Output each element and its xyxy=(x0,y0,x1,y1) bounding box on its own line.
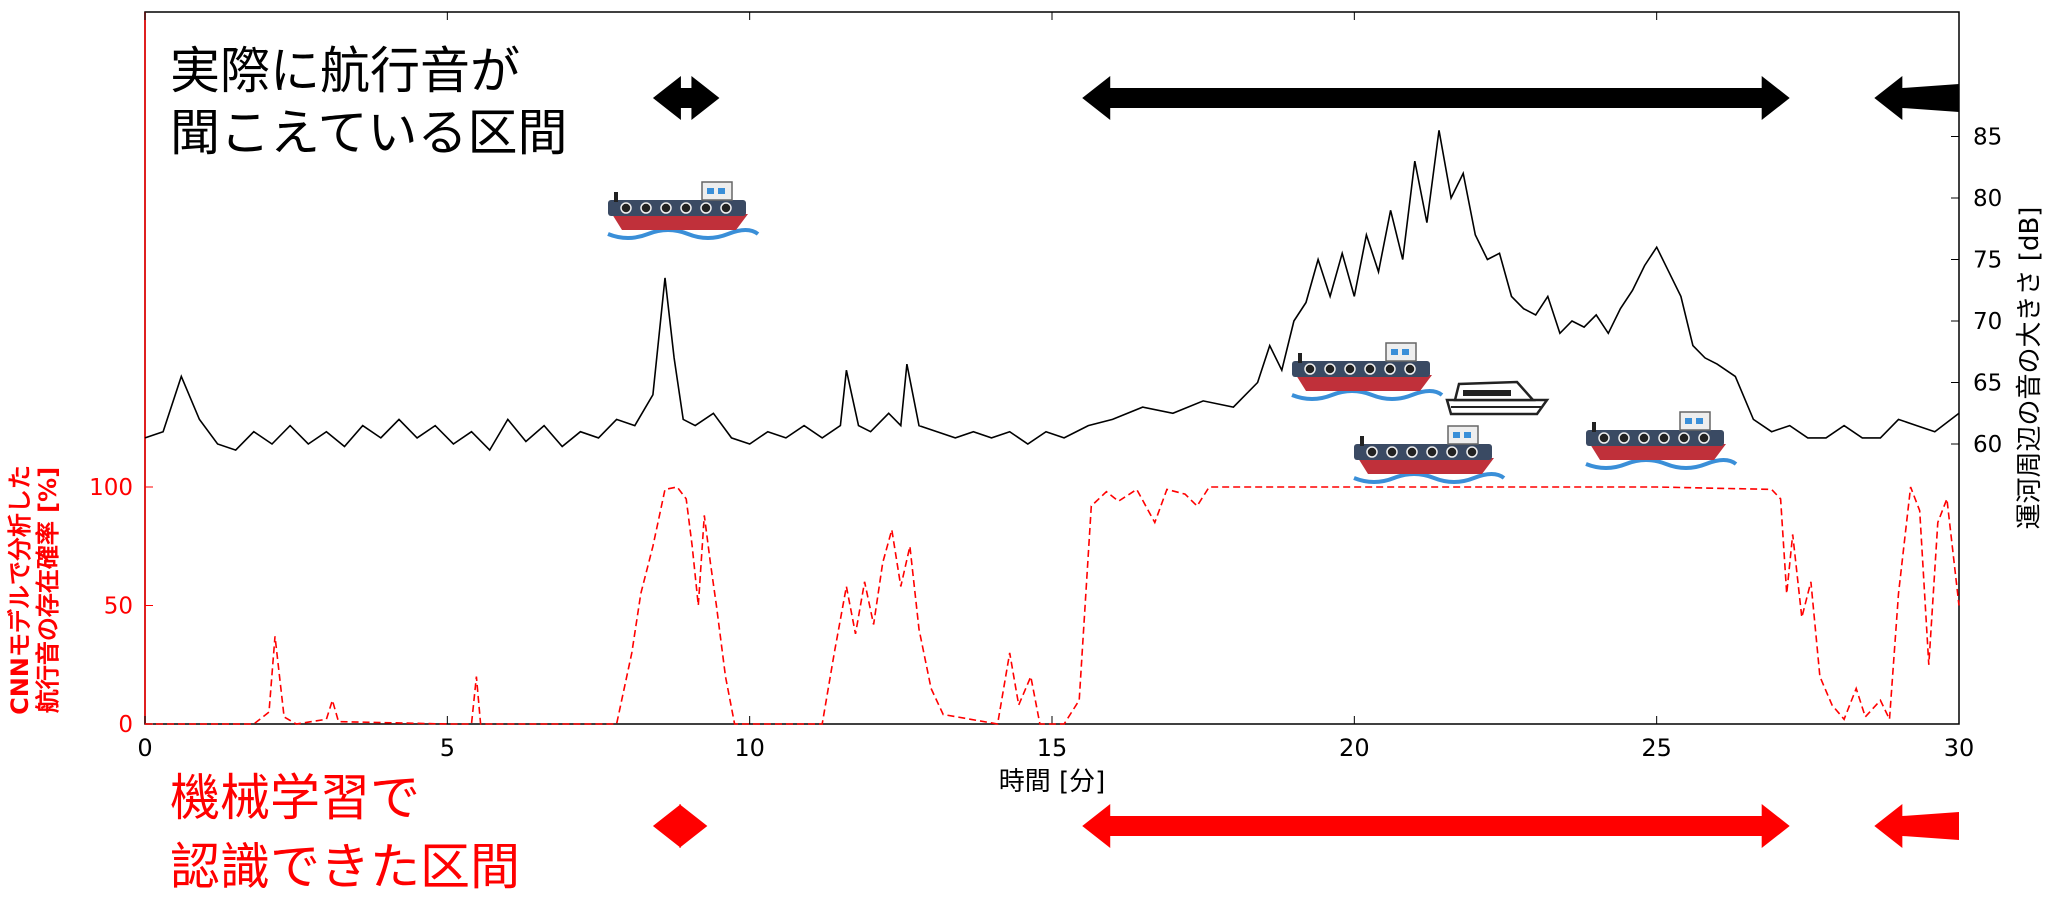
left-axis-label-line1: CNNモデルで分析した xyxy=(6,465,34,715)
right-axis-label: 運河周辺の音の大きさ [dB] xyxy=(2015,207,2045,530)
detected-interval-arrow xyxy=(652,804,708,848)
series-db-line xyxy=(144,130,1960,452)
heard-interval-arrow xyxy=(652,76,720,120)
left-tick-label: 0 xyxy=(118,712,133,738)
x-tick-label: 0 xyxy=(137,734,152,762)
right-tick-label: 75 xyxy=(1973,248,2002,274)
series-probability-line xyxy=(145,486,1960,725)
heard-interval-arrows xyxy=(652,76,1959,120)
detected-interval-arrow xyxy=(1082,804,1790,848)
left-axis-ticks: 0 50 100 xyxy=(89,475,153,738)
right-tick-label: 85 xyxy=(1973,125,2002,151)
right-axis-ticks: 60 65 70 75 80 85 xyxy=(1951,125,2002,458)
heard-interval-arrow xyxy=(1874,76,1959,120)
x-axis-ticks: 0 5 10 15 20 25 30 xyxy=(137,12,1974,762)
right-tick-label: 60 xyxy=(1973,432,2002,458)
left-tick-label: 100 xyxy=(89,475,133,501)
detected-interval-arrow xyxy=(1874,804,1959,848)
heard-interval-arrow xyxy=(1082,76,1790,120)
left-tick-label: 50 xyxy=(104,594,133,620)
left-axis-label-line2: 航行音の存在確率 [%] xyxy=(34,467,62,713)
right-tick-label: 70 xyxy=(1973,309,2002,335)
right-tick-label: 65 xyxy=(1973,371,2002,397)
x-tick-label: 20 xyxy=(1339,734,1370,762)
heard-interval-label-line1: 実際に航行音が xyxy=(170,42,520,100)
x-tick-label: 30 xyxy=(1944,734,1975,762)
x-tick-label: 15 xyxy=(1037,734,1068,762)
x-tick-label: 10 xyxy=(734,734,765,762)
x-axis-label: 時間 [分] xyxy=(999,767,1106,797)
x-tick-label: 5 xyxy=(440,734,455,762)
boat-icon xyxy=(1445,380,1550,416)
detected-interval-label-line1: 機械学習で xyxy=(170,769,420,827)
heard-interval-label-line2: 聞こえている区間 xyxy=(170,104,568,162)
detected-interval-label-line2: 認識できた区間 xyxy=(170,838,520,896)
detected-interval-arrows xyxy=(652,804,1959,848)
right-tick-label: 80 xyxy=(1973,186,2002,212)
x-tick-label: 25 xyxy=(1641,734,1672,762)
